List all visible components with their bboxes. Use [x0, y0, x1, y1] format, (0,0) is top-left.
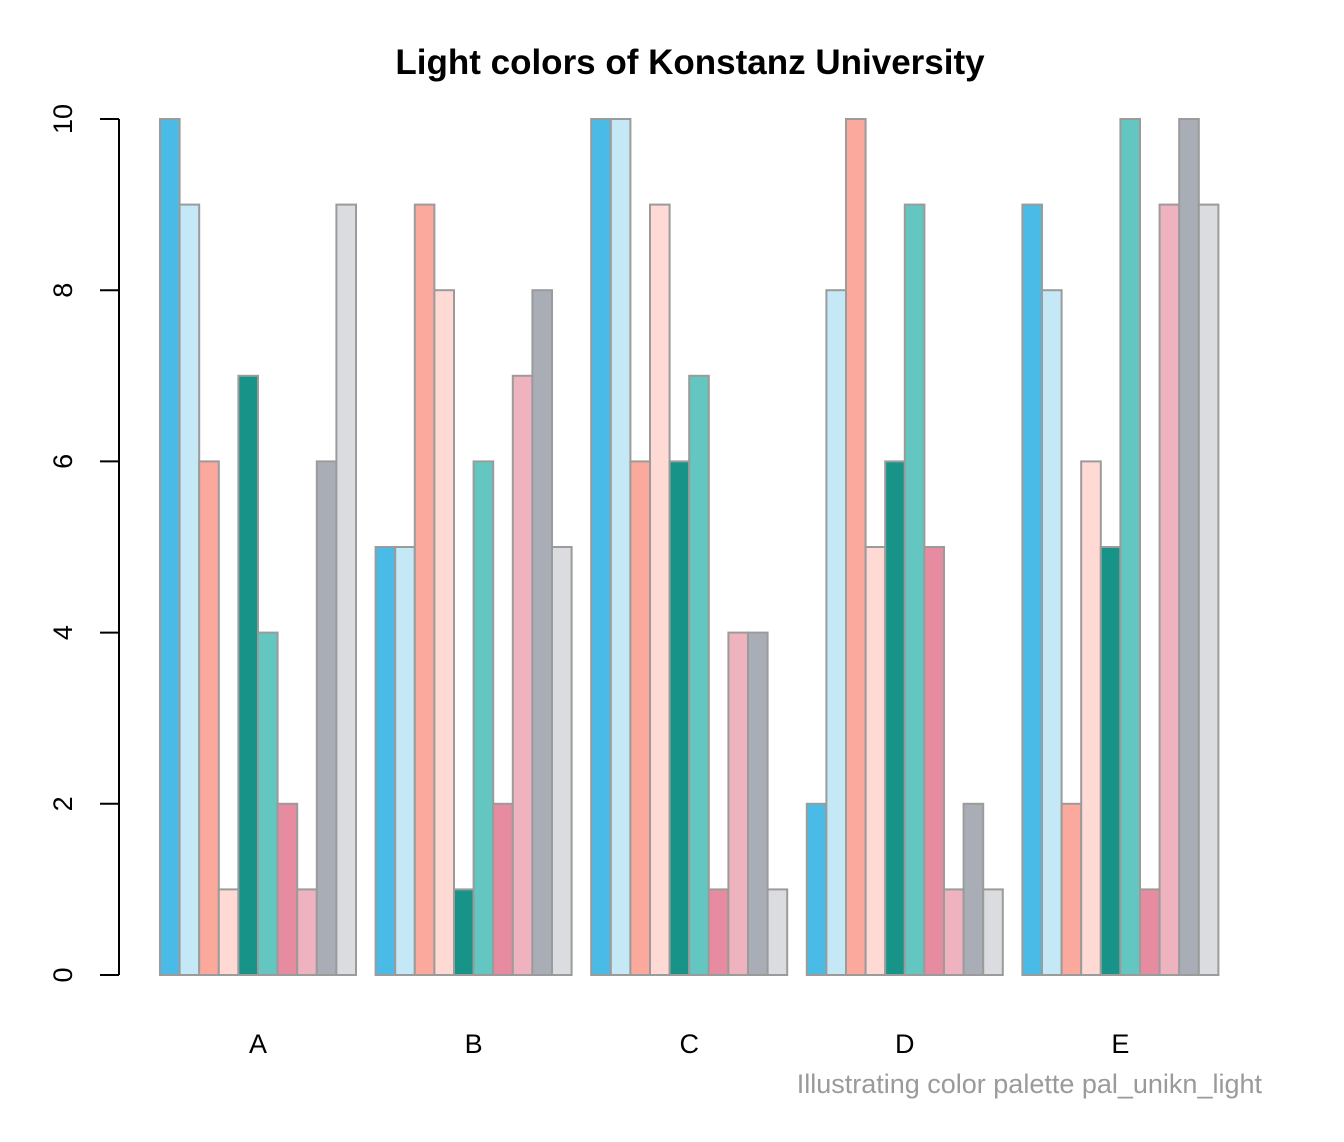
bar: [276, 802, 299, 976]
bar: [688, 374, 710, 976]
x-category-label: D: [895, 1029, 915, 1059]
chart-title: Light colors of Konstanz University: [395, 43, 985, 82]
y-tick-label: 10: [48, 104, 78, 134]
bar: [766, 888, 789, 977]
bar: [982, 888, 1004, 977]
bar: [433, 289, 455, 976]
bar: [1139, 888, 1161, 977]
bar-group-A: [159, 118, 357, 977]
bar: [394, 546, 416, 976]
bar: [1119, 118, 1142, 976]
bar: [845, 118, 867, 976]
bar: [296, 888, 318, 977]
bar: [1041, 289, 1063, 976]
bar: [923, 546, 946, 976]
bar: [492, 802, 514, 976]
bars-group: [159, 118, 1220, 977]
bar: [453, 888, 475, 977]
bar: [374, 546, 397, 976]
bar: [511, 374, 534, 976]
bar: [198, 460, 220, 976]
bar: [1080, 460, 1102, 976]
bar: [1197, 203, 1220, 977]
bar: [805, 802, 828, 976]
bar: [159, 118, 181, 976]
bar: [903, 203, 926, 977]
bar: [178, 203, 201, 977]
bar: [1158, 203, 1181, 977]
bar: [884, 460, 906, 976]
bar: [727, 631, 750, 976]
bar: [864, 546, 887, 976]
y-tick-label: 8: [48, 283, 78, 298]
bar: [707, 888, 730, 977]
y-tick-label: 4: [48, 625, 78, 640]
bar: [335, 203, 357, 977]
bar: [551, 546, 573, 976]
bar: [1178, 118, 1200, 976]
bar: [257, 631, 279, 976]
y-tick-label: 6: [48, 454, 78, 469]
bar: [472, 460, 495, 976]
bar: [668, 460, 691, 976]
y-tick-label: 0: [48, 967, 78, 982]
bar: [943, 888, 965, 977]
bar-group-E: [1021, 118, 1220, 977]
x-category-label: E: [1111, 1029, 1129, 1059]
y-axis: 0 2 4 6 8 10: [48, 104, 120, 983]
x-category-label: B: [465, 1029, 483, 1059]
bar: [1099, 546, 1122, 976]
bar: [413, 203, 436, 977]
bar-group-B: [374, 203, 573, 977]
bar: [629, 460, 652, 976]
bar: [1060, 802, 1083, 976]
bar: [747, 631, 769, 976]
bar: [1021, 203, 1044, 977]
bar: [609, 118, 632, 976]
chart-caption: Illustrating color palette pal_unikn_lig…: [797, 1069, 1263, 1099]
bar-group-D: [805, 118, 1004, 977]
bar: [531, 289, 554, 976]
bar: [217, 888, 240, 977]
bar: [315, 460, 338, 976]
bar: [590, 118, 612, 976]
bar: [649, 203, 671, 977]
bar-group-C: [590, 118, 789, 977]
x-axis-labels: A B C D E: [249, 1029, 1129, 1059]
bar: [825, 289, 848, 976]
bar: [237, 374, 259, 976]
bar: [962, 802, 985, 976]
x-category-label: C: [679, 1029, 699, 1059]
x-category-label: A: [249, 1029, 267, 1059]
y-tick-label: 2: [48, 796, 78, 811]
